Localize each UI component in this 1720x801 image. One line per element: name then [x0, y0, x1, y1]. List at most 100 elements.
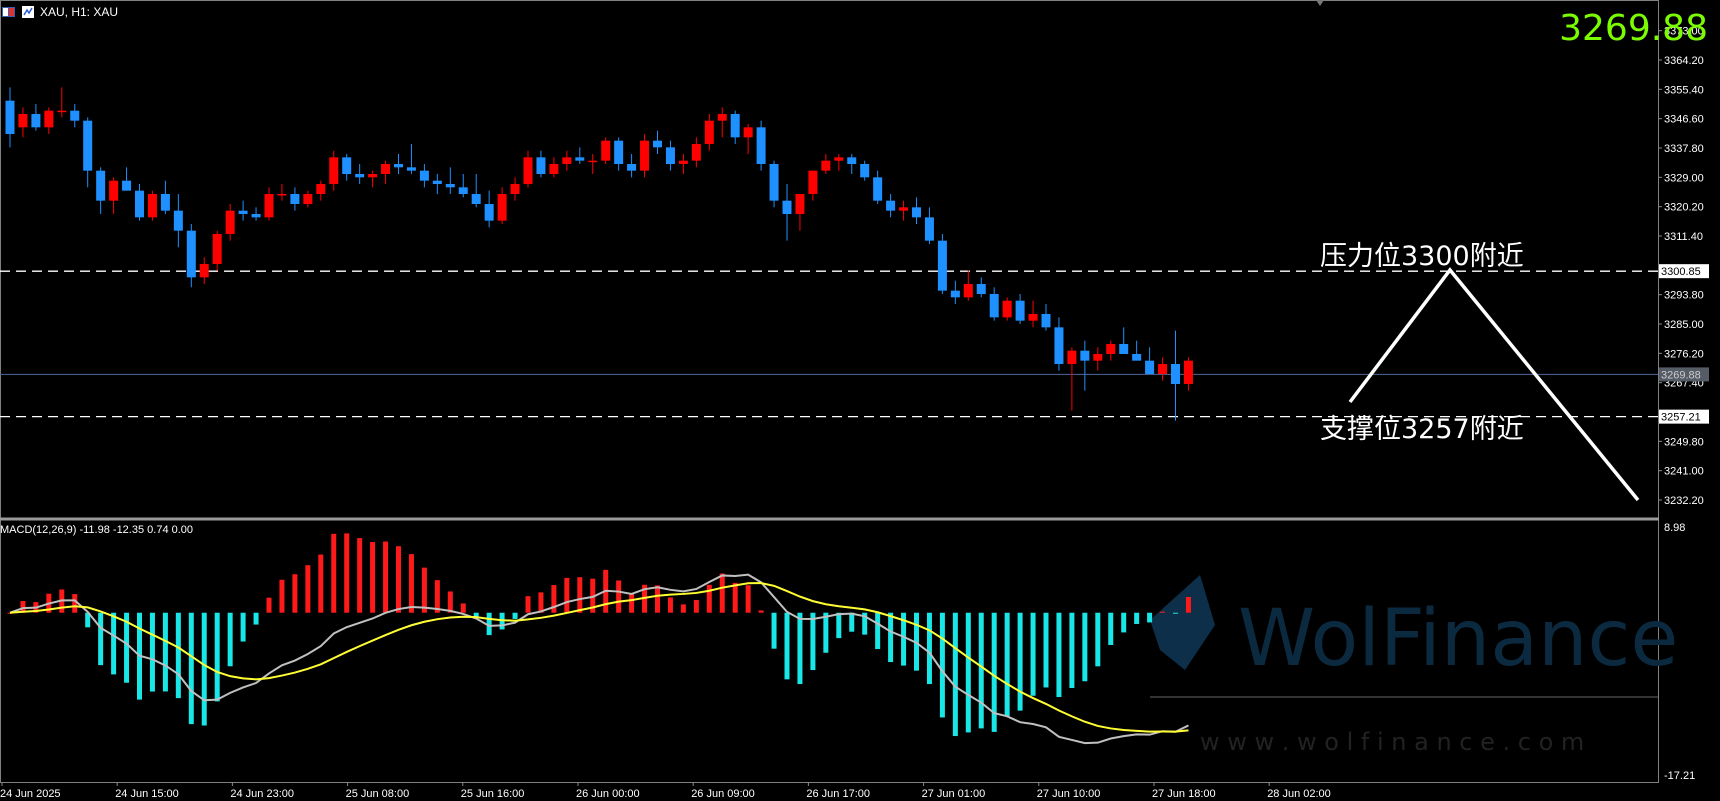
macd-histogram-bar: [590, 578, 596, 613]
candle-body: [665, 147, 675, 164]
candle-body: [1171, 364, 1180, 384]
macd-main-line: [9, 573, 1189, 745]
macd-histogram-bar: [771, 612, 777, 649]
candle-body: [44, 110, 54, 128]
candle-body: [70, 110, 80, 121]
macd-histogram-bar: [1069, 612, 1075, 689]
candle-body: [834, 157, 844, 161]
candle-body: [251, 214, 261, 218]
macd-histogram-bar: [1030, 612, 1036, 696]
macd-histogram-bar: [408, 554, 414, 613]
macd-axis-top: 8.98: [1664, 522, 1685, 534]
macd-indicator-title: MACD(12,26,9) -11.98 -12.35 0.74 0.00: [0, 524, 194, 536]
candle-body: [1015, 300, 1025, 321]
candle-body: [316, 184, 326, 194]
chart-menu-icon[interactable]: [2, 6, 16, 18]
macd-histogram-bar: [745, 585, 751, 613]
candle-body: [795, 194, 805, 214]
macd-histogram-bar: [383, 541, 389, 613]
macd-histogram-bar: [357, 538, 363, 613]
price-tick-label: 3276.20: [1664, 348, 1704, 360]
candle-body: [5, 100, 15, 134]
candle-body: [1080, 350, 1090, 361]
shift-marker-icon: [1316, 0, 1324, 6]
macd-histogram-bar: [98, 612, 104, 666]
macd-histogram-bar: [1108, 612, 1114, 645]
candle-body: [1067, 350, 1077, 364]
macd-histogram-bar: [888, 612, 894, 663]
macd-histogram-bar: [836, 612, 842, 639]
candle-body: [1028, 314, 1038, 321]
candle-body: [497, 194, 507, 221]
candle-body: [238, 210, 248, 214]
candle-body: [419, 170, 429, 181]
macd-histogram-bar: [797, 612, 803, 685]
candle-body: [562, 157, 572, 164]
macd-histogram-bar: [7, 612, 13, 614]
candle-body: [1132, 354, 1142, 361]
symbol-icon[interactable]: [22, 6, 36, 18]
candle-body: [614, 140, 624, 164]
macd-histogram-bar: [72, 594, 78, 613]
price-tick-label: 3232.20: [1664, 495, 1704, 507]
candle-body: [510, 184, 520, 194]
time-axis-label: 25 Jun 08:00: [346, 788, 410, 800]
candle-body: [484, 204, 494, 221]
macd-histogram-bar: [862, 612, 868, 635]
candle-body: [691, 144, 701, 161]
candle-body: [1158, 364, 1168, 374]
macd-histogram-bar: [370, 542, 376, 613]
price-tick-label: 3355.40: [1664, 84, 1704, 96]
time-axis-label: 24 Jun 2025: [0, 788, 61, 800]
macd-histogram-bar: [460, 603, 466, 613]
candle-body: [432, 180, 442, 184]
candle-body: [912, 207, 921, 218]
price-tick-label: 3364.20: [1664, 55, 1704, 67]
price-tick-label: 3346.60: [1664, 114, 1704, 126]
candle-body: [381, 164, 391, 174]
candle-body: [1183, 360, 1193, 384]
watermark-url: w w w . w o l f i n a n c e . c o m: [1200, 728, 1584, 756]
price-tick-label: 3241.00: [1664, 466, 1704, 478]
macd-histogram-bar: [1185, 597, 1191, 613]
macd-histogram-bar: [732, 582, 738, 613]
watermark-text: WolFinance: [1238, 594, 1678, 684]
candle-body: [976, 284, 986, 294]
macd-histogram-bar: [564, 577, 570, 613]
candle-body: [277, 194, 287, 196]
candle-body: [847, 157, 857, 164]
candle-body: [627, 164, 637, 171]
macd-histogram-bar: [162, 612, 168, 692]
candle-body: [899, 207, 909, 211]
time-axis-label: 28 Jun 02:00: [1267, 788, 1331, 800]
macd-histogram-bar: [434, 580, 440, 613]
candle-body: [135, 190, 144, 218]
price-tick-label: 3373.00: [1664, 26, 1704, 38]
macd-histogram-bar: [188, 612, 194, 725]
candle-body: [109, 180, 119, 201]
macd-histogram-bar: [952, 612, 958, 737]
candle-body: [523, 157, 533, 184]
candle-body: [924, 217, 934, 241]
macd-histogram-bar: [965, 612, 971, 733]
macd-histogram-bar: [85, 612, 91, 628]
macd-histogram-bar: [266, 597, 272, 613]
candle-body: [303, 194, 313, 204]
resistance-price-tag: 3300.85: [1661, 266, 1701, 278]
candle-body: [743, 127, 753, 138]
candle-body: [122, 180, 132, 191]
candle-body: [536, 157, 546, 174]
macd-histogram-bar: [693, 599, 699, 613]
current-price-tag: 3269.88: [1661, 369, 1701, 381]
candle-body: [199, 264, 209, 278]
candle-body: [31, 114, 41, 128]
macd-histogram-bar: [331, 533, 337, 613]
candle-body: [225, 210, 235, 234]
candle-body: [1106, 344, 1116, 354]
macd-histogram-bar: [279, 579, 285, 613]
candle-body: [96, 170, 106, 201]
support-price-tag-bg: [1659, 409, 1709, 424]
macd-histogram-bar: [577, 577, 583, 613]
support-annotation: 支撑位3257附近: [1320, 414, 1524, 445]
